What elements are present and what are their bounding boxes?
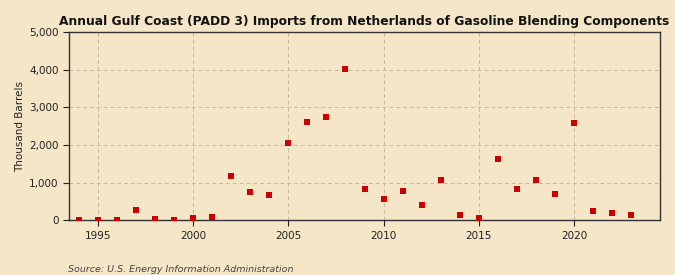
Point: [359, 187, 370, 192]
Point: [378, 197, 389, 201]
Point: [398, 188, 408, 193]
Point: [149, 217, 160, 221]
Point: [283, 141, 294, 145]
Point: [264, 193, 275, 197]
Text: Source: U.S. Energy Information Administration: Source: U.S. Energy Information Administ…: [68, 265, 293, 274]
Point: [111, 218, 122, 222]
Point: [73, 218, 84, 222]
Title: Annual Gulf Coast (PADD 3) Imports from Netherlands of Gasoline Blending Compone: Annual Gulf Coast (PADD 3) Imports from …: [59, 15, 670, 28]
Point: [512, 186, 522, 191]
Point: [493, 156, 504, 161]
Point: [416, 203, 427, 207]
Point: [626, 213, 637, 218]
Point: [588, 209, 599, 213]
Point: [607, 211, 618, 215]
Point: [225, 174, 236, 178]
Point: [302, 120, 313, 125]
Point: [92, 218, 103, 222]
Point: [340, 67, 351, 71]
Point: [207, 215, 217, 219]
Point: [435, 178, 446, 182]
Point: [169, 218, 180, 222]
Point: [245, 189, 256, 194]
Point: [130, 208, 141, 212]
Point: [549, 192, 560, 196]
Point: [321, 114, 332, 119]
Point: [531, 178, 541, 183]
Point: [454, 213, 465, 218]
Point: [474, 216, 485, 221]
Point: [188, 216, 198, 221]
Y-axis label: Thousand Barrels: Thousand Barrels: [15, 81, 25, 172]
Point: [569, 120, 580, 125]
